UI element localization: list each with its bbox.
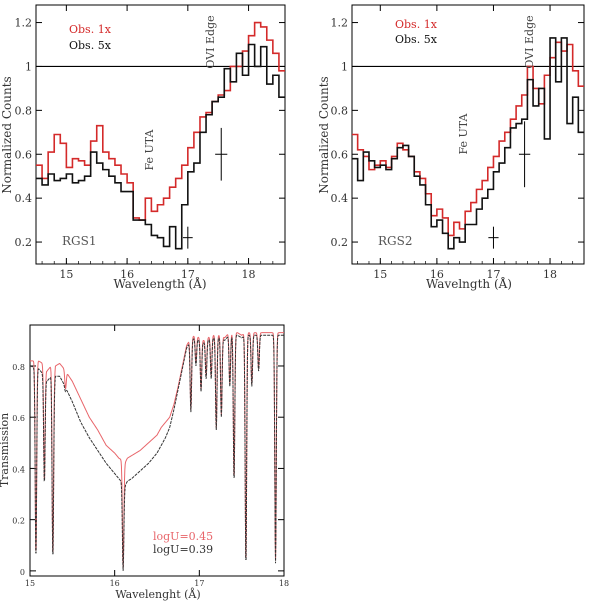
x-axis-label: Wavelength (Å) bbox=[113, 276, 206, 291]
error-crosses bbox=[182, 127, 228, 249]
y-tick-label: 0.8 bbox=[15, 104, 33, 117]
series-logu-0-45 bbox=[30, 332, 284, 569]
legend-entry-obs-5x: Obs. 5x bbox=[69, 39, 112, 52]
x-tick-label: 17 bbox=[181, 268, 195, 281]
y-tick-label: 0.2 bbox=[12, 517, 25, 526]
annotation-ovi-edge: OVI Edge bbox=[523, 15, 536, 68]
panel-label: RGS2 bbox=[378, 234, 412, 248]
y-tick-label: 0.4 bbox=[331, 192, 349, 205]
x-tick-label: 15 bbox=[25, 579, 35, 588]
legend-entry-logu-039: logU=0.39 bbox=[153, 543, 213, 556]
x-tick-label: 15 bbox=[59, 268, 73, 281]
x-tick-label: 16 bbox=[110, 579, 120, 588]
panel-rgs1: 15 16 17 18 0.2 0.4 0.6 0.8 1 1.2 Normalized Coun… bbox=[0, 4, 286, 291]
y-tick-label: 0.8 bbox=[331, 104, 349, 117]
annotation-ovi-edge: OVI Edge bbox=[204, 15, 217, 68]
y-axis-label: Transmission bbox=[0, 413, 11, 487]
y-tick-label: 0.4 bbox=[12, 465, 25, 474]
y-tick-label: 0.4 bbox=[15, 192, 33, 205]
x-tick-label: 18 bbox=[279, 579, 289, 588]
axis-ticks: 15 16 17 18 0 0.2 0.4 0.6 0.8 bbox=[12, 325, 289, 588]
x-axis-label: Wavelenght (Å) bbox=[115, 587, 200, 601]
y-axis-label: Normalized Counts bbox=[0, 76, 14, 193]
panel-rgs2: 15 16 17 18 0.2 0.4 0.6 0.8 1 1.2 Normalized Coun… bbox=[317, 4, 585, 291]
x-tick-label: 15 bbox=[373, 268, 387, 281]
y-tick-label: 1.2 bbox=[15, 17, 33, 30]
error-crosses bbox=[488, 121, 531, 249]
series-group bbox=[352, 37, 584, 250]
series-group bbox=[36, 21, 285, 250]
series-obs-5x bbox=[36, 43, 285, 250]
axis-ticks: 15 16 17 18 0.2 0.4 0.6 0.8 1 1.2 bbox=[331, 5, 585, 281]
y-tick-label: 0.2 bbox=[331, 236, 349, 249]
y-tick-label: 1 bbox=[25, 60, 32, 73]
y-tick-label: 0 bbox=[20, 568, 25, 577]
y-tick-label: 0.8 bbox=[12, 363, 25, 372]
plot-frame bbox=[29, 324, 285, 577]
plot-frame bbox=[35, 4, 286, 265]
series-group bbox=[29, 332, 284, 571]
legend-entry-obs-5x: Obs. 5x bbox=[395, 33, 438, 46]
series-obs-5x bbox=[352, 37, 584, 250]
series-logu-0-39 bbox=[29, 334, 284, 571]
y-tick-label: 1.2 bbox=[331, 17, 349, 30]
x-axis-label: Wavelngth (Å) bbox=[426, 276, 512, 291]
x-tick-label: 16 bbox=[120, 268, 134, 281]
legend-entry-obs-1x: Obs. 1x bbox=[69, 23, 112, 36]
y-tick-label: 1 bbox=[341, 60, 348, 73]
x-tick-label: 18 bbox=[242, 268, 256, 281]
y-tick-label: 0.6 bbox=[12, 414, 25, 423]
x-tick-label: 17 bbox=[194, 579, 204, 588]
legend-entry-logu-045: logU=0.45 bbox=[153, 530, 213, 543]
annotation-fe-uta: Fe UTA bbox=[143, 128, 156, 170]
annotation-fe-uta: Fe UTA bbox=[457, 112, 470, 154]
y-tick-label: 0.6 bbox=[331, 148, 349, 161]
y-tick-label: 0.2 bbox=[15, 236, 33, 249]
panel-label: RGS1 bbox=[62, 234, 96, 248]
y-tick-label: 0.6 bbox=[15, 148, 33, 161]
axis-ticks: 15 16 17 18 0.2 0.4 0.6 0.8 1 1.2 bbox=[15, 5, 286, 281]
legend-entry-obs-1x: Obs. 1x bbox=[395, 18, 438, 31]
x-tick-label: 17 bbox=[486, 268, 500, 281]
panel-transmission: 15 16 17 18 0 0.2 0.4 0.6 0.8 Transmission Wavel… bbox=[0, 324, 289, 601]
y-axis-label: Normalized Counts bbox=[317, 76, 331, 193]
x-tick-label: 18 bbox=[543, 268, 557, 281]
x-tick-label: 16 bbox=[430, 268, 444, 281]
